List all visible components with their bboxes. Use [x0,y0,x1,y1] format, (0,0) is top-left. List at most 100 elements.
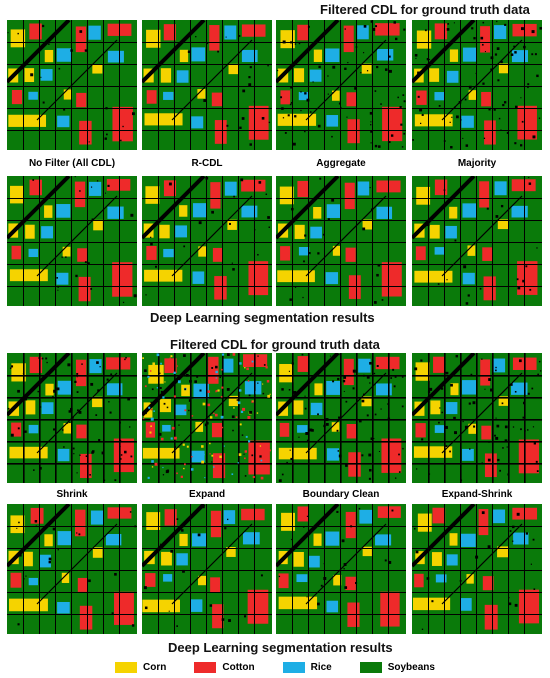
rice-field [462,272,475,285]
noise-pixel [209,442,211,445]
corn-field [416,186,431,205]
road-line [292,504,293,634]
noise-pixel [119,458,122,460]
noise-pixel [368,477,371,480]
noise-pixel [537,373,540,376]
noise-pixel [304,234,307,237]
noise-pixel [248,76,251,79]
noise-pixel [251,360,254,363]
noise-pixel [400,123,403,126]
noise-pixel [217,50,219,53]
noise-pixel [370,121,372,123]
noise-pixel [420,122,422,125]
noise-pixel [340,106,342,109]
noise-pixel [150,417,154,421]
noise-pixel [306,596,308,598]
noise-pixel [290,41,293,44]
noise-pixel [311,200,313,203]
noise-pixel [173,395,176,398]
noise-pixel [120,139,122,142]
noise-pixel [263,364,266,366]
noise-pixel [156,387,159,389]
noise-pixel [98,438,101,442]
noise-pixel [416,468,418,470]
noise-pixel [337,377,340,381]
diagonal-road [171,523,253,605]
noise-pixel [370,142,372,144]
noise-pixel [88,141,90,143]
noise-pixel [369,382,371,384]
road-line [23,504,24,634]
cotton-field [214,276,227,300]
noise-pixel [201,445,204,448]
noise-pixel [226,124,229,127]
noise-pixel [262,383,264,385]
road-line [190,504,191,634]
heading-deep-learning-bottom: Deep Learning segmentation results [168,640,393,655]
noise-pixel [375,25,378,28]
rice-field [375,534,392,546]
cotton-field [375,356,400,370]
corn-field [313,206,322,219]
corn-field [415,362,430,381]
corn-field [181,384,190,397]
noise-pixel [453,22,455,24]
corn-field [449,206,458,219]
noise-pixel [460,479,463,482]
noise-pixel [150,242,153,246]
noise-pixel [221,368,223,371]
noise-pixel [37,390,39,393]
corn-field [92,547,103,558]
rice-field [191,116,204,129]
noise-pixel [119,445,121,448]
noise-pixel [145,294,147,296]
noise-pixel [144,606,148,610]
rice-field [445,402,458,415]
noise-pixel [373,301,377,304]
noise-pixel [269,393,271,395]
noise-pixel [281,388,284,391]
noise-pixel [76,376,78,378]
noise-pixel [304,92,307,95]
noise-pixel [445,371,449,375]
noise-pixel [447,23,450,25]
cotton-field [345,576,356,591]
noise-pixel [352,369,356,373]
cotton-field [480,359,491,386]
noise-pixel [369,186,371,189]
rice-field [41,226,54,239]
corn-field [25,224,35,239]
noise-pixel [56,387,60,391]
rice-field [326,115,339,127]
road-line [174,176,175,306]
noise-pixel [195,35,197,38]
corn-field [148,364,164,384]
noise-pixel [394,375,397,378]
rice-field [175,225,188,238]
noise-pixel [481,511,485,515]
noise-pixel [388,560,392,564]
cotton-field [74,181,86,208]
noise-pixel [465,144,469,147]
noise-pixel [360,72,362,74]
road-line [508,353,510,483]
rice-field [162,424,171,432]
noise-pixel [129,511,132,513]
noise-pixel [504,425,508,429]
diagonal-railway [7,176,71,240]
noise-pixel [265,193,268,196]
corn-field [145,186,160,204]
corn-field [9,269,48,282]
noise-pixel [231,415,235,419]
noise-pixel [90,288,93,290]
noise-pixel [10,433,14,437]
noise-pixel [509,530,512,532]
noise-pixel [58,67,61,70]
cotton-field [79,605,93,630]
noise-pixel [238,453,242,456]
noise-pixel [482,21,485,24]
noise-pixel [520,97,522,99]
noise-pixel [244,450,248,453]
noise-pixel [215,365,218,369]
noise-pixel [376,273,379,277]
